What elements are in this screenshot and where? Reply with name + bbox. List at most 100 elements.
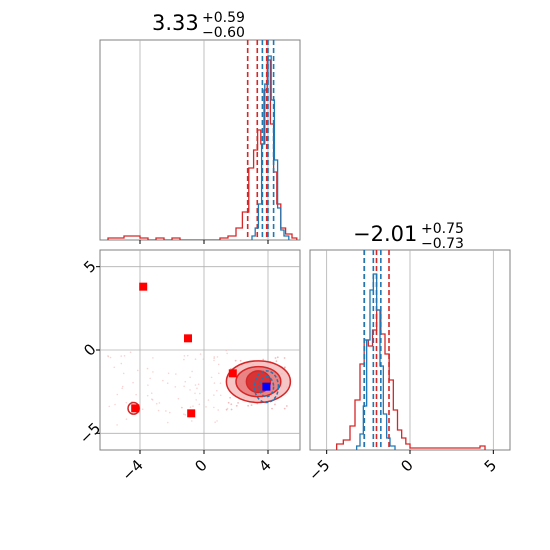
truth-marker (139, 282, 148, 291)
sample-dot (122, 372, 125, 375)
sample-dot (198, 392, 201, 395)
sample-dot (146, 394, 149, 397)
x-tick-label: 4 (255, 456, 274, 475)
sample-dot (217, 372, 220, 375)
sample-dot (213, 357, 215, 360)
sample-dot (165, 410, 167, 412)
sample-dot (158, 402, 161, 404)
sample-dot (167, 372, 170, 375)
sample-dot (114, 403, 116, 406)
sample-dot (166, 421, 169, 424)
truth-marker (187, 409, 196, 418)
sample-dot (230, 408, 233, 411)
sample-dot (283, 407, 286, 410)
sample-dot (210, 376, 213, 379)
panel-2-title-plus: +0.75 (421, 221, 464, 237)
sample-dot (214, 421, 216, 424)
sample-dot (174, 386, 177, 388)
sample-dot (234, 359, 237, 362)
sample-dot (155, 402, 158, 405)
sample-dot (157, 409, 160, 412)
sample-dot (151, 398, 153, 400)
x-tick-label: 0 (397, 456, 416, 475)
sample-dot (198, 403, 201, 406)
sample-dot (216, 356, 219, 358)
sample-dot (283, 357, 286, 359)
sample-dot (109, 356, 112, 359)
sample-dot (274, 357, 277, 359)
sample-dot (129, 351, 132, 354)
sample-dot (285, 405, 288, 407)
sample-dot (162, 379, 164, 382)
sample-dot (189, 406, 192, 408)
sample-dot (184, 380, 187, 383)
contour-level (253, 370, 280, 404)
histogram-blue-series (251, 55, 290, 240)
sample-dot (192, 405, 194, 407)
contour-level (258, 375, 275, 398)
panel-1-title-value: 3.33 (152, 11, 199, 35)
sample-dot (274, 403, 276, 406)
sample-dot (184, 414, 187, 416)
sample-dot (213, 382, 216, 384)
sample-dot (217, 363, 220, 366)
sample-dot (107, 355, 110, 358)
sample-dot (213, 406, 215, 409)
truth-marker (184, 334, 192, 343)
highlight-marker (262, 382, 271, 391)
sample-dot (189, 389, 191, 391)
sample-dot (227, 401, 230, 404)
sample-dot (247, 404, 250, 407)
sample-dot (213, 356, 216, 358)
sample-dot (186, 354, 189, 357)
sample-dot (116, 424, 118, 426)
sample-dot (136, 369, 139, 372)
x-tick-label: −5 (305, 456, 333, 484)
panel-1-title-plus: +0.59 (202, 10, 245, 26)
sample-dot (108, 405, 111, 408)
sample-dot (135, 393, 137, 396)
sample-dot (230, 403, 233, 406)
sample-dot (225, 349, 228, 352)
sample-dot (237, 401, 239, 404)
truth-marker (131, 404, 140, 413)
sample-dot (205, 406, 207, 408)
sample-dot (271, 407, 273, 410)
sample-dot (226, 352, 228, 355)
sample-dot (116, 393, 119, 396)
histogram-red-series (107, 59, 298, 240)
sample-dot (175, 373, 177, 375)
sample-dot (194, 392, 196, 395)
sample-dot (149, 377, 151, 380)
sample-dot (183, 358, 185, 361)
sample-dot (120, 355, 123, 357)
panel-2-title-minus: −0.73 (421, 236, 464, 252)
sample-dot (235, 404, 238, 407)
sample-dot (121, 387, 124, 390)
sample-dot (229, 396, 232, 399)
sample-dot (125, 418, 128, 420)
marginal-panel-2 (326, 250, 494, 450)
sample-dot (166, 382, 169, 384)
sample-dot (191, 370, 193, 373)
sample-dot (121, 385, 124, 388)
sample-dot (125, 401, 128, 404)
sample-dot (213, 359, 215, 362)
sample-dot (215, 389, 218, 392)
sample-dot (189, 376, 191, 379)
sample-dot (202, 358, 205, 360)
panel-2-title-value: −2.01 (353, 222, 417, 246)
marginal-panel-1 (107, 40, 298, 240)
sample-dot (152, 357, 154, 359)
joint-panel (100, 250, 300, 450)
histogram-blue-series (356, 273, 396, 450)
panel-1-title-minus: −0.60 (202, 25, 245, 41)
sample-dot (216, 420, 218, 422)
sample-dot (120, 362, 123, 365)
sample-dot (150, 392, 153, 395)
sample-dot (190, 420, 193, 422)
sample-dot (194, 358, 197, 360)
sample-dot (123, 355, 126, 357)
sample-dot (225, 408, 228, 411)
